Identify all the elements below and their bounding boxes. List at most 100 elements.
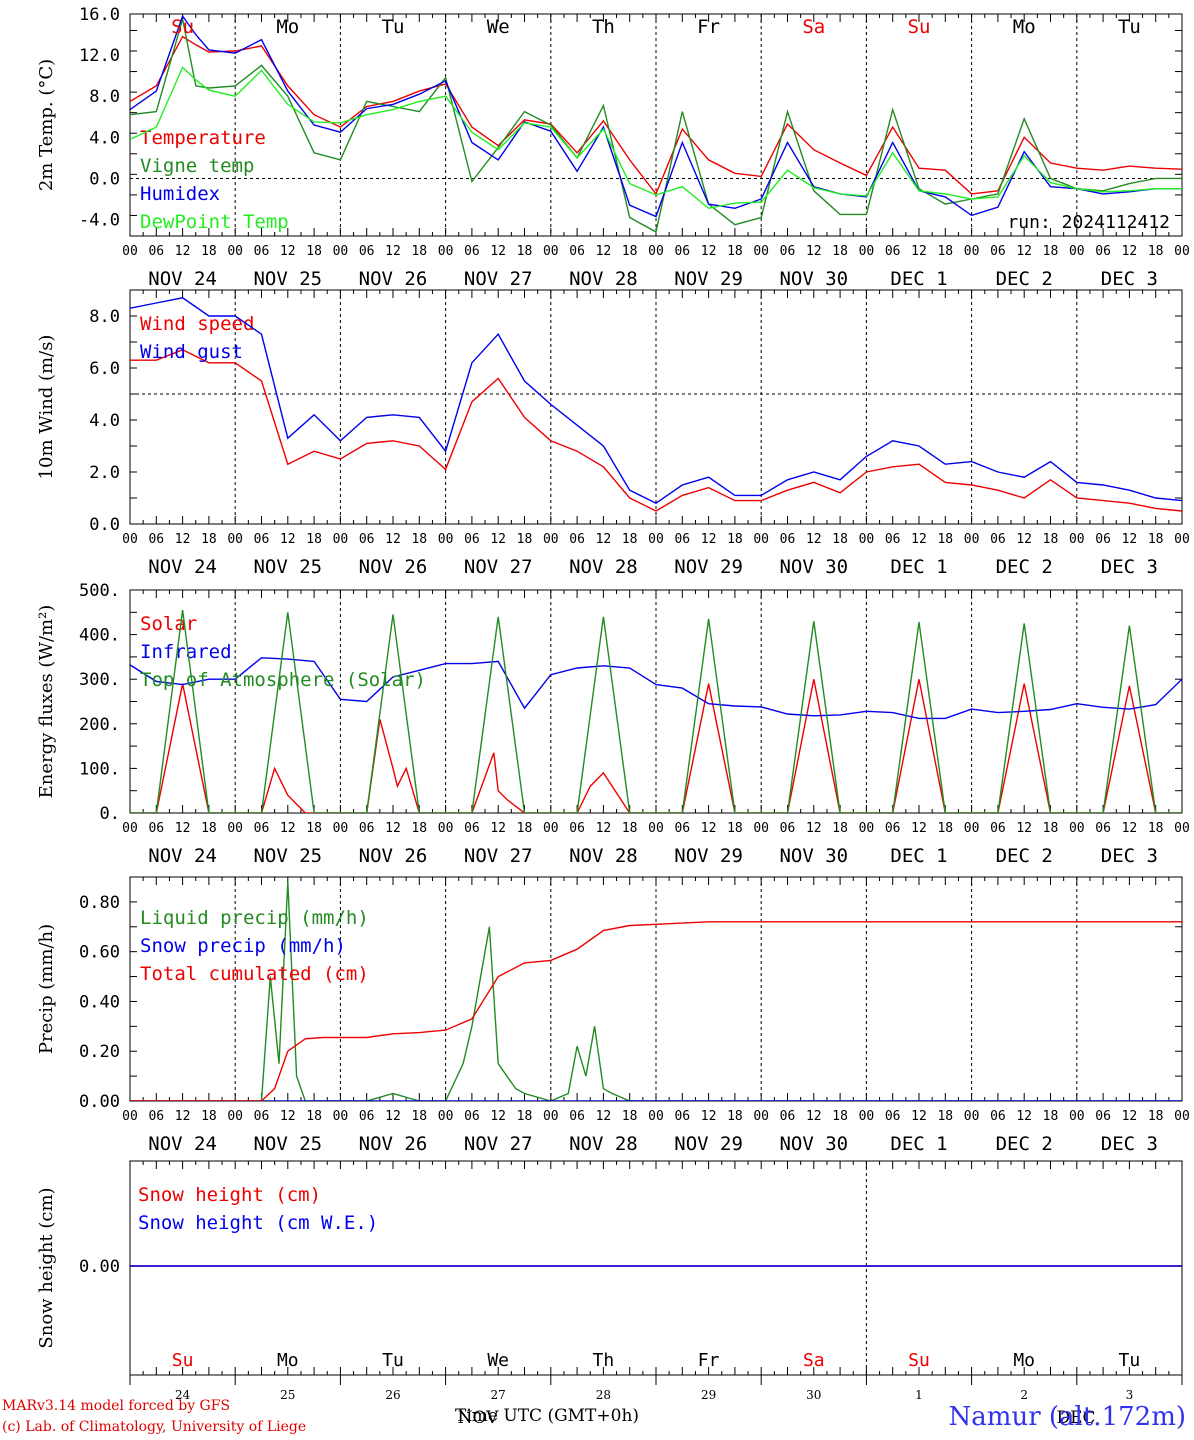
day-number-label: 24: [175, 1388, 191, 1402]
y-axis-label: 2m Temp. (°C): [36, 59, 57, 191]
hour-tick-label: 00: [964, 1109, 980, 1124]
hour-tick-label: 00: [543, 1109, 559, 1124]
date-label: NOV 29: [674, 556, 743, 578]
hour-tick-label: 00: [227, 821, 243, 836]
series-line: [130, 610, 1182, 813]
hour-tick-label: 12: [701, 1109, 717, 1124]
weekday-label: Su: [171, 16, 194, 38]
day-number-label: 1: [915, 1388, 923, 1402]
hour-tick-label: 00: [333, 1109, 349, 1124]
hour-tick-label: 00: [122, 1109, 138, 1124]
hour-tick-label: 06: [464, 532, 480, 547]
hour-tick-label: 06: [254, 244, 270, 259]
hour-tick-label: 00: [753, 1109, 769, 1124]
hour-tick-label: 06: [674, 532, 690, 547]
weekday-label: Fr: [697, 16, 720, 38]
hour-tick-label: 06: [885, 1109, 901, 1124]
hour-tick-label: 12: [175, 532, 191, 547]
hour-tick-label: 00: [122, 532, 138, 547]
date-label: NOV 27: [464, 845, 533, 867]
hour-tick-label: 12: [280, 244, 296, 259]
hour-tick-label: 12: [911, 244, 927, 259]
y-tick-label: 4.0: [89, 411, 120, 431]
y-tick-label: 0.20: [79, 1042, 120, 1062]
hour-tick-label: 18: [306, 532, 322, 547]
hour-tick-label: 00: [1174, 1109, 1190, 1124]
date-label: NOV 27: [464, 268, 533, 290]
hour-tick-label: 12: [280, 532, 296, 547]
date-label: DEC 2: [996, 556, 1053, 578]
hour-tick-label: 00: [438, 1109, 454, 1124]
day-number-label: 25: [280, 1388, 295, 1402]
weekday-label: Tu: [382, 1350, 404, 1371]
hour-tick-label: 18: [1148, 821, 1164, 836]
legend-label: Temperature: [140, 127, 266, 149]
hour-tick-label: 00: [543, 244, 559, 259]
legend-label: Snow precip (mm/h): [140, 935, 346, 957]
date-label: NOV 27: [464, 1133, 533, 1155]
hour-tick-label: 12: [1016, 532, 1032, 547]
hour-tick-label: 18: [517, 244, 533, 259]
hour-tick-label: 18: [306, 821, 322, 836]
date-label: DEC 3: [1101, 268, 1158, 290]
hour-tick-label: 00: [438, 532, 454, 547]
panel-3: 0. 100. 200. 300. 400. 500. Energy fluxes (W/m…: [36, 581, 1190, 867]
date-label: NOV 29: [674, 1133, 743, 1155]
y-tick-label: 0.00: [79, 1257, 120, 1277]
hour-tick-label: 18: [622, 821, 638, 836]
legend-label: DewPoint Temp: [140, 211, 289, 233]
hour-tick-label: 06: [674, 244, 690, 259]
hour-tick-label: 18: [1043, 244, 1059, 259]
hour-tick-label: 12: [175, 244, 191, 259]
hour-tick-label: 06: [148, 532, 164, 547]
hour-tick-label: 00: [753, 244, 769, 259]
hour-tick-label: 06: [254, 532, 270, 547]
hour-tick-label: 06: [990, 532, 1006, 547]
hour-tick-label: 00: [1174, 244, 1190, 259]
date-label: DEC 2: [996, 1133, 1053, 1155]
date-label: NOV 25: [253, 268, 322, 290]
weekday-label: Tu: [1118, 16, 1141, 38]
hour-tick-label: 06: [990, 244, 1006, 259]
hour-tick-label: 18: [622, 244, 638, 259]
station-label: Namur (alt.172m): [948, 1402, 1186, 1432]
hour-tick-label: 12: [596, 532, 612, 547]
date-label: DEC 2: [996, 268, 1053, 290]
weekday-label: Th: [593, 1350, 615, 1371]
hour-tick-label: 06: [148, 821, 164, 836]
hour-tick-label: 12: [806, 821, 822, 836]
weekday-label: Sa: [803, 1350, 825, 1371]
hour-tick-label: 00: [333, 244, 349, 259]
hour-tick-label: 06: [780, 821, 796, 836]
date-label: DEC 3: [1101, 556, 1158, 578]
hour-tick-label: 00: [227, 1109, 243, 1124]
date-label: NOV 25: [253, 556, 322, 578]
hour-tick-label: 12: [1122, 821, 1138, 836]
series-line: [130, 881, 1182, 1101]
series-line: [130, 657, 1182, 720]
date-label: DEC 2: [996, 845, 1053, 867]
y-tick-label: 8.0: [89, 87, 120, 107]
hour-tick-label: 18: [411, 244, 427, 259]
hour-tick-label: 18: [937, 244, 953, 259]
hour-tick-label: 06: [359, 821, 375, 836]
hour-tick-label: 00: [1069, 1109, 1085, 1124]
hour-tick-label: 18: [832, 821, 848, 836]
hour-tick-label: 18: [1148, 1109, 1164, 1124]
hour-tick-label: 00: [1174, 821, 1190, 836]
hour-tick-label: 18: [832, 532, 848, 547]
date-label: NOV 30: [779, 268, 848, 290]
hour-tick-label: 12: [911, 1109, 927, 1124]
hour-tick-label: 18: [411, 532, 427, 547]
x-axis-title: Time UTC (GMT+0h): [455, 1406, 640, 1426]
y-axis-label: Energy fluxes (W/m²): [36, 605, 57, 799]
hour-tick-label: 12: [490, 1109, 506, 1124]
hour-tick-label: 12: [385, 244, 401, 259]
weekday-label: We: [487, 1350, 509, 1371]
hour-tick-label: 06: [885, 821, 901, 836]
hour-tick-label: 12: [701, 244, 717, 259]
hour-tick-label: 06: [254, 1109, 270, 1124]
date-label: NOV 30: [779, 556, 848, 578]
month-label: NOV: [458, 1408, 500, 1428]
hour-tick-label: 12: [806, 244, 822, 259]
